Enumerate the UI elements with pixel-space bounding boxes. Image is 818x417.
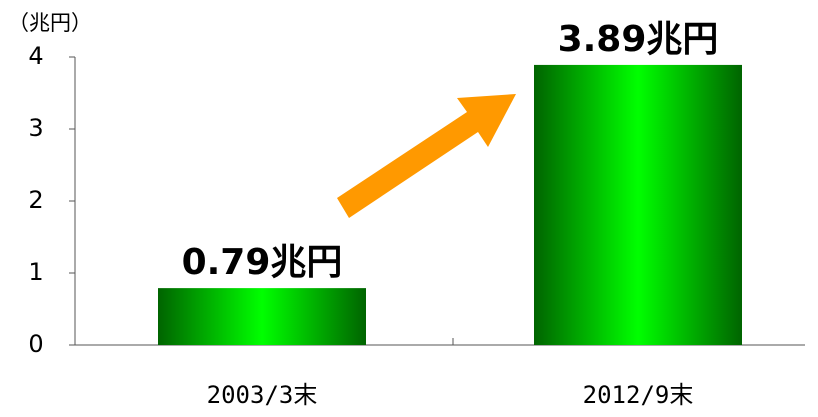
y-tick-label: 0 (28, 330, 43, 358)
value-label: 0.79兆円 (182, 242, 343, 283)
x-tick-label: 2003/3末 (207, 381, 318, 409)
y-tick-label: 3 (28, 114, 43, 142)
bar (158, 288, 366, 345)
y-tick-label: 1 (28, 258, 43, 286)
y-axis-label: （兆円） (8, 11, 92, 35)
y-tick-label: 2 (28, 186, 43, 214)
growth-arrow (337, 94, 516, 218)
bar (534, 64, 742, 346)
x-tick-label: 2012/9末 (583, 381, 694, 409)
y-tick-label: 4 (28, 42, 43, 70)
value-label: 3.89兆円 (558, 19, 719, 60)
